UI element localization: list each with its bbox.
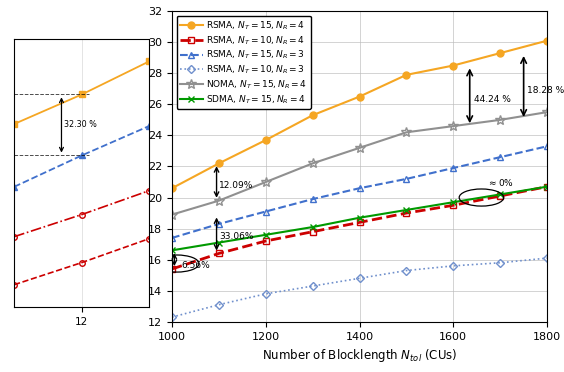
RSMA, $N_T = 10, N_R = 4$ (544, 185, 550, 189)
RSMA, $N_T = 10, N_R = 4$ (403, 211, 410, 215)
NOMA, $N_T = 15, N_R = 4$ (309, 161, 316, 166)
RSMA, $N_T = 10, N_R = 4$ (262, 239, 269, 243)
SDMA, $N_T = 15, N_R = 4$ (169, 248, 175, 253)
RSMA, $N_T = 10, N_R = 3$ (544, 256, 550, 260)
SDMA, $N_T = 15, N_R = 4$ (262, 232, 269, 237)
NOMA, $N_T = 15, N_R = 4$ (215, 198, 222, 203)
RSMA, $N_T = 10, N_R = 3$ (403, 268, 410, 273)
RSMA, $N_T = 10, N_R = 3$ (356, 276, 363, 280)
SDMA, $N_T = 15, N_R = 4$ (309, 225, 316, 229)
X-axis label: Number of Blocklength $N_{tol}$ (CUs): Number of Blocklength $N_{tol}$ (CUs) (262, 347, 457, 364)
RSMA, $N_T = 10, N_R = 4$ (356, 220, 363, 225)
Text: 32.30 %: 32.30 % (64, 121, 97, 129)
Line: NOMA, $N_T = 15, N_R = 4$: NOMA, $N_T = 15, N_R = 4$ (167, 107, 552, 219)
SDMA, $N_T = 15, N_R = 4$ (215, 240, 222, 245)
RSMA, $N_T = 10, N_R = 4$ (497, 194, 504, 198)
Text: 18.28 %: 18.28 % (527, 86, 564, 95)
Line: RSMA, $N_T = 10, N_R = 4$: RSMA, $N_T = 10, N_R = 4$ (169, 183, 550, 272)
RSMA, $N_T = 15, N_R = 3$ (450, 166, 457, 170)
Line: RSMA, $N_T = 15, N_R = 3$: RSMA, $N_T = 15, N_R = 3$ (169, 143, 550, 241)
RSMA, $N_T = 15, N_R = 4$ (309, 113, 316, 118)
SDMA, $N_T = 15, N_R = 4$ (356, 215, 363, 220)
SDMA, $N_T = 15, N_R = 4$ (450, 200, 457, 205)
Text: 33.06%: 33.06% (219, 232, 253, 241)
NOMA, $N_T = 15, N_R = 4$ (169, 212, 175, 217)
Legend: RSMA, $N_T = 15, N_R = 4$, RSMA, $N_T = 10, N_R = 4$, RSMA, $N_T = 15, N_R = 3$,: RSMA, $N_T = 15, N_R = 4$, RSMA, $N_T = … (177, 16, 311, 109)
NOMA, $N_T = 15, N_R = 4$ (544, 110, 550, 114)
RSMA, $N_T = 10, N_R = 4$ (215, 251, 222, 256)
Line: RSMA, $N_T = 15, N_R = 4$: RSMA, $N_T = 15, N_R = 4$ (169, 37, 550, 192)
RSMA, $N_T = 15, N_R = 3$ (169, 236, 175, 240)
Line: RSMA, $N_T = 10, N_R = 3$: RSMA, $N_T = 10, N_R = 3$ (169, 255, 550, 320)
RSMA, $N_T = 15, N_R = 3$ (215, 222, 222, 226)
RSMA, $N_T = 15, N_R = 3$ (403, 177, 410, 181)
RSMA, $N_T = 10, N_R = 4$ (309, 230, 316, 234)
Text: 12.09%: 12.09% (219, 181, 253, 190)
Text: $\approx$0%: $\approx$0% (487, 176, 514, 187)
SDMA, $N_T = 15, N_R = 4$ (544, 185, 550, 189)
RSMA, $N_T = 15, N_R = 4$ (450, 63, 457, 68)
RSMA, $N_T = 10, N_R = 3$ (497, 260, 504, 265)
RSMA, $N_T = 10, N_R = 3$ (309, 284, 316, 288)
RSMA, $N_T = 10, N_R = 3$ (262, 292, 269, 296)
RSMA, $N_T = 15, N_R = 4$ (403, 73, 410, 77)
RSMA, $N_T = 10, N_R = 3$ (215, 302, 222, 307)
RSMA, $N_T = 15, N_R = 4$ (497, 51, 504, 55)
NOMA, $N_T = 15, N_R = 4$ (497, 118, 504, 122)
RSMA, $N_T = 10, N_R = 3$ (169, 315, 175, 319)
RSMA, $N_T = 15, N_R = 3$ (544, 144, 550, 148)
NOMA, $N_T = 15, N_R = 4$ (356, 145, 363, 150)
RSMA, $N_T = 15, N_R = 4$ (169, 186, 175, 190)
RSMA, $N_T = 15, N_R = 3$ (356, 186, 363, 190)
RSMA, $N_T = 15, N_R = 3$ (497, 155, 504, 159)
Text: 44.24 %: 44.24 % (474, 95, 512, 104)
RSMA, $N_T = 10, N_R = 4$ (169, 267, 175, 271)
SDMA, $N_T = 15, N_R = 4$ (497, 192, 504, 197)
Line: SDMA, $N_T = 15, N_R = 4$: SDMA, $N_T = 15, N_R = 4$ (169, 183, 550, 254)
Text: 6.56%: 6.56% (182, 262, 210, 270)
RSMA, $N_T = 10, N_R = 3$ (450, 264, 457, 268)
RSMA, $N_T = 10, N_R = 4$ (450, 203, 457, 208)
NOMA, $N_T = 15, N_R = 4$ (403, 130, 410, 135)
RSMA, $N_T = 15, N_R = 4$ (262, 138, 269, 142)
RSMA, $N_T = 15, N_R = 4$ (356, 94, 363, 99)
RSMA, $N_T = 15, N_R = 3$ (309, 197, 316, 201)
RSMA, $N_T = 15, N_R = 3$ (262, 209, 269, 214)
SDMA, $N_T = 15, N_R = 4$ (403, 208, 410, 212)
NOMA, $N_T = 15, N_R = 4$ (262, 180, 269, 184)
RSMA, $N_T = 15, N_R = 4$ (544, 38, 550, 43)
NOMA, $N_T = 15, N_R = 4$ (450, 124, 457, 128)
RSMA, $N_T = 15, N_R = 4$ (215, 161, 222, 166)
Y-axis label: Total Effective Transmission Rate
(bits/sec/Hz): Total Effective Transmission Rate (bits/… (121, 81, 143, 252)
